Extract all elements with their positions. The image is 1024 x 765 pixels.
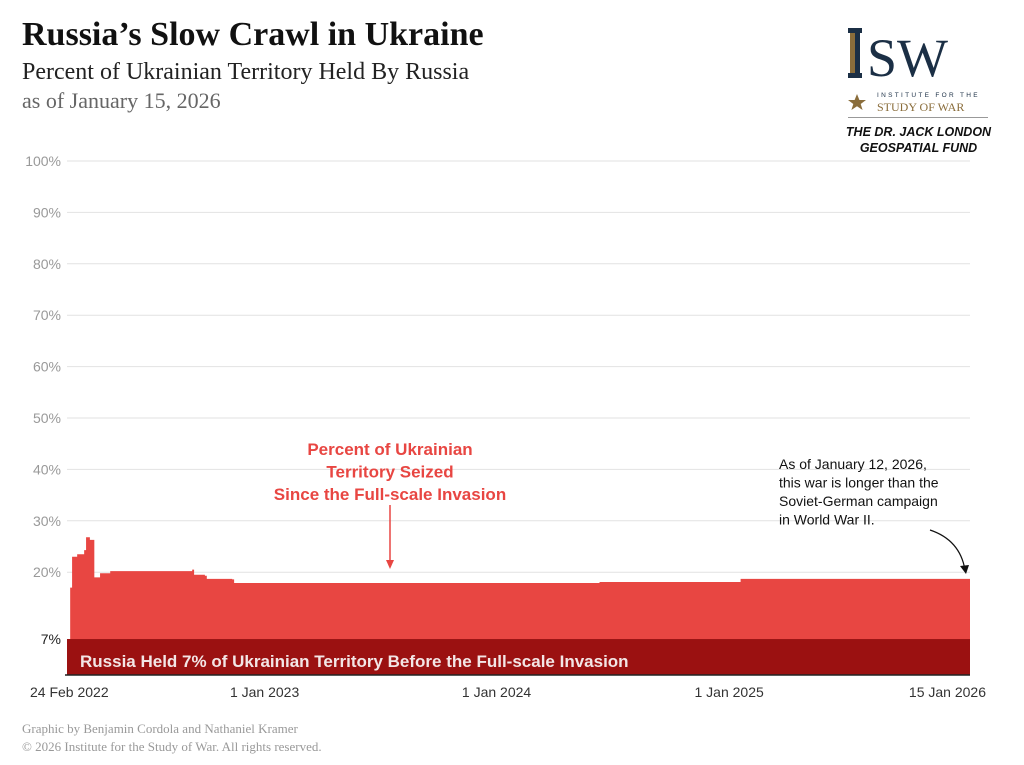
page-title: Russia’s Slow Crawl in Ukraine xyxy=(22,16,484,53)
logo-divider xyxy=(848,117,988,118)
seized-annotation-line: Territory Seized xyxy=(326,463,453,482)
logo-line2: STUDY OF WAR xyxy=(877,100,964,114)
war-length-annotation-line: As of January 12, 2026, xyxy=(779,456,927,472)
credit: Graphic by Benjamin Cordola and Nathanie… xyxy=(22,721,298,736)
y-tick-label: 60% xyxy=(33,359,61,375)
war-length-annotation-line: this war is longer than the xyxy=(779,475,939,491)
y-tick-label: 7% xyxy=(41,631,61,647)
war-length-annotation-line: Soviet-German campaign xyxy=(779,493,938,509)
war-length-annotation-line: in World War II. xyxy=(779,512,875,528)
annotation-curve-arrow xyxy=(929,529,966,571)
x-tick-label: 15 Jan 2026 xyxy=(909,684,986,700)
y-tick-label: 80% xyxy=(33,256,61,272)
footer: Graphic by Benjamin Cordola and Nathanie… xyxy=(22,720,322,756)
y-tick-label: 30% xyxy=(33,513,61,529)
y-tick-label: 20% xyxy=(33,564,61,580)
as-of-date: as of January 15, 2026 xyxy=(22,88,221,113)
page-subtitle: Percent of Ukrainian Territory Held By R… xyxy=(22,59,470,85)
pre-invasion-baseline-bar xyxy=(67,639,970,675)
logo-line1: INSTITUTE FOR THE xyxy=(877,92,980,99)
arrow-head-icon xyxy=(386,560,394,569)
x-tick-label: 1 Jan 2023 xyxy=(230,684,299,700)
copyright: © 2026 Institute for the Study of War. A… xyxy=(22,739,322,754)
baseline-label: Russia Held 7% of Ukrainian Territory Be… xyxy=(80,652,629,671)
logo-letters: SW xyxy=(867,28,948,88)
arrow-head-icon xyxy=(960,565,969,574)
y-tick-label: 100% xyxy=(25,153,61,169)
fund-name: THE DR. JACK LONDON GEOSPATIAL FUND xyxy=(845,125,992,155)
y-tick-label: 50% xyxy=(33,410,61,426)
x-tick-label: 1 Jan 2024 xyxy=(462,684,531,700)
x-tick-label: 1 Jan 2025 xyxy=(695,684,764,700)
isw-logo: SW INSTITUTE FOR THE STUDY OF WAR xyxy=(848,28,980,114)
seized-annotation-line: Since the Full-scale Invasion xyxy=(274,485,506,504)
y-tick-label: 90% xyxy=(33,204,61,220)
x-tick-label: 24 Feb 2022 xyxy=(30,684,109,700)
y-tick-label: 40% xyxy=(33,461,61,477)
seized-annotation-line: Percent of Ukrainian xyxy=(307,440,472,459)
seized-territory-area xyxy=(67,537,970,640)
y-tick-label: 70% xyxy=(33,307,61,323)
